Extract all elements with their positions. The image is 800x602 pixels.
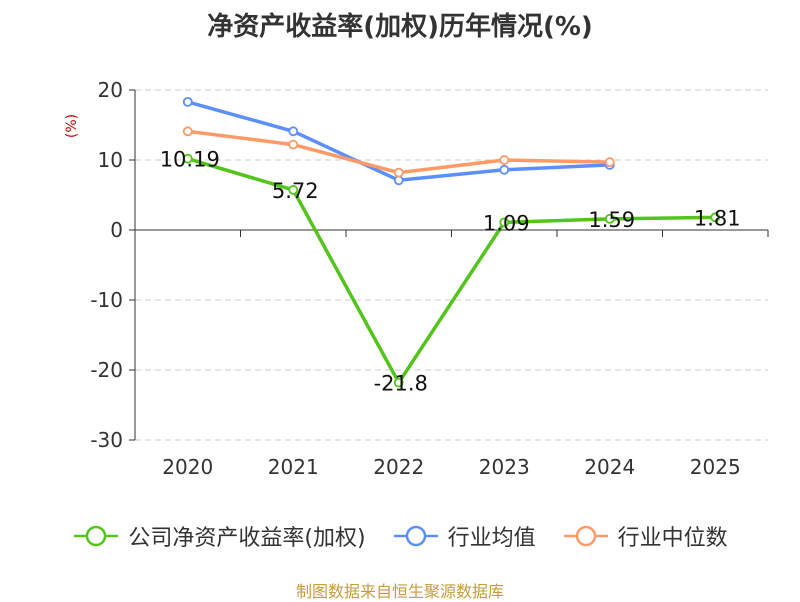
x-tick-label: 2024 bbox=[584, 455, 635, 479]
data-point bbox=[499, 155, 510, 165]
data-label: 10.19 bbox=[160, 148, 220, 172]
legend-item[interactable]: 行业中位数 bbox=[562, 520, 728, 552]
data-point bbox=[182, 126, 193, 137]
data-point bbox=[604, 157, 615, 168]
data-point bbox=[393, 377, 404, 388]
y-axis-label: (%) bbox=[64, 114, 80, 138]
data-point bbox=[499, 164, 510, 175]
data-point bbox=[182, 97, 193, 107]
x-tick-label: 2020 bbox=[162, 455, 213, 479]
data-point bbox=[288, 126, 299, 137]
x-tick-label: 2025 bbox=[690, 455, 741, 479]
y-tick-label: -30 bbox=[90, 428, 123, 452]
data-label: -21.8 bbox=[374, 372, 428, 396]
data-label: 1.81 bbox=[694, 206, 741, 230]
data-point bbox=[288, 185, 299, 195]
chart-legend: 公司净资产收益率(加权) 行业均值 行业中位数 bbox=[0, 520, 800, 552]
data-label: 1.59 bbox=[588, 208, 635, 232]
data-source-note: 制图数据来自恒生聚源数据库 bbox=[295, 582, 504, 601]
chart-title: 净资产收益率(加权)历年情况(%) bbox=[207, 12, 593, 42]
x-tick-label: 2022 bbox=[373, 455, 424, 479]
data-point bbox=[393, 167, 404, 178]
y-tick-label: -10 bbox=[90, 288, 123, 312]
line-chart: (%) 20 10 0 -10 -20 -30 2020 2021 2022 2023 2024 202… bbox=[64, 78, 769, 479]
legend-label: 公司净资产收益率(加权) bbox=[128, 526, 366, 551]
x-tick-label: 2023 bbox=[479, 455, 530, 479]
data-point bbox=[499, 217, 510, 228]
data-point bbox=[710, 212, 721, 223]
data-point bbox=[288, 139, 299, 150]
y-tick-label: 0 bbox=[110, 218, 123, 242]
data-point bbox=[604, 213, 615, 224]
legend-line-marker-icon bbox=[563, 525, 608, 547]
legend-label: 行业均值 bbox=[447, 526, 536, 551]
y-tick-label: 10 bbox=[98, 148, 123, 172]
legend-label: 行业中位数 bbox=[617, 526, 728, 551]
data-point bbox=[182, 153, 193, 164]
legend-item[interactable]: 公司净资产收益率(加权) bbox=[72, 520, 366, 552]
data-label: 1.09 bbox=[483, 211, 530, 235]
y-tick-label: -20 bbox=[90, 358, 123, 382]
series-line bbox=[187, 156, 716, 385]
legend-line-marker-icon bbox=[74, 525, 119, 547]
data-label: 5.72 bbox=[272, 179, 319, 203]
legend-line-marker-icon bbox=[393, 525, 438, 547]
x-tick-label: 2021 bbox=[268, 455, 319, 479]
legend-item[interactable]: 行业均值 bbox=[392, 520, 536, 552]
y-tick-label: 20 bbox=[98, 78, 123, 102]
